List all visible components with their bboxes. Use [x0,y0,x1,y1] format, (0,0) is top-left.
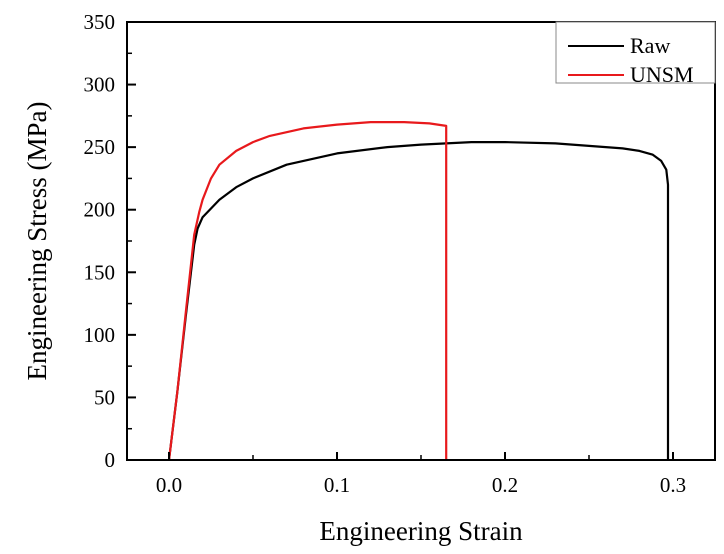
legend-label-unsm: UNSM [630,62,694,87]
legend: Raw UNSM [555,21,716,87]
x-tick-label: 0.2 [492,473,518,497]
series-line-raw [167,141,670,461]
y-axis-title: Engineering Stress (MPa) [22,102,52,381]
y-tick-label: 100 [84,323,116,347]
legend-label-raw: Raw [630,33,670,58]
x-tick-label: 0.0 [156,473,182,497]
y-tick-label: 150 [84,260,116,284]
y-tick-label: 0 [105,448,116,472]
legend-box [555,21,716,84]
x-tick-label: 0.3 [660,473,686,497]
y-tick-label: 200 [84,198,116,222]
y-tick-label: 350 [84,10,116,34]
x-tick-label: 0.1 [324,473,350,497]
y-tick-label: 250 [84,135,116,159]
y-tick-label: 300 [84,73,116,97]
x-axis-title: Engineering Strain [319,516,523,546]
y-tick-label: 50 [94,385,115,409]
series-line-unsm [167,121,448,461]
plot-frame [126,21,716,461]
